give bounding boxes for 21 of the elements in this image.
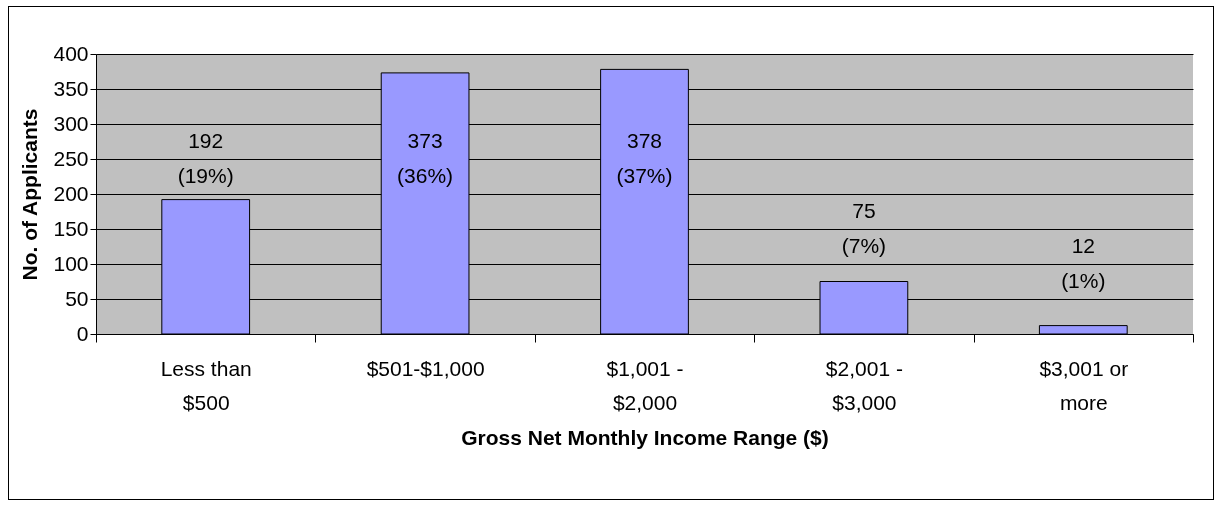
x-tick-label: $1,001 - $2,000 bbox=[606, 356, 684, 414]
x-tick-label: $2,001 - $3,000 bbox=[825, 356, 903, 414]
y-tick-label: 350 bbox=[53, 76, 89, 100]
y-axis-title: No. of Applicants bbox=[18, 108, 42, 281]
y-tick-label: 50 bbox=[65, 286, 89, 310]
y-tick-label: 300 bbox=[53, 111, 89, 135]
x-tick-label: Less than $500 bbox=[160, 356, 252, 414]
y-tick-label: 0 bbox=[76, 321, 89, 345]
data-label: 75 (7%) bbox=[841, 198, 887, 257]
data-label: 12 (1%) bbox=[1061, 233, 1106, 292]
x-axis-title: Gross Net Monthly Income Range ($) bbox=[461, 425, 829, 449]
y-tick-label: 150 bbox=[53, 216, 89, 240]
data-label: 373 (36%) bbox=[397, 128, 454, 187]
data-label: 378 (37%) bbox=[616, 128, 673, 187]
y-tick-label: 200 bbox=[53, 181, 89, 205]
x-tick-label: $3,001 or more bbox=[1039, 356, 1129, 414]
y-tick-label: 250 bbox=[53, 146, 89, 170]
x-tick-label: $501-$1,000 bbox=[366, 356, 485, 380]
y-tick-label: 100 bbox=[53, 251, 89, 275]
data-label: 192 (19%) bbox=[177, 128, 234, 187]
y-tick-label: 400 bbox=[53, 41, 89, 65]
